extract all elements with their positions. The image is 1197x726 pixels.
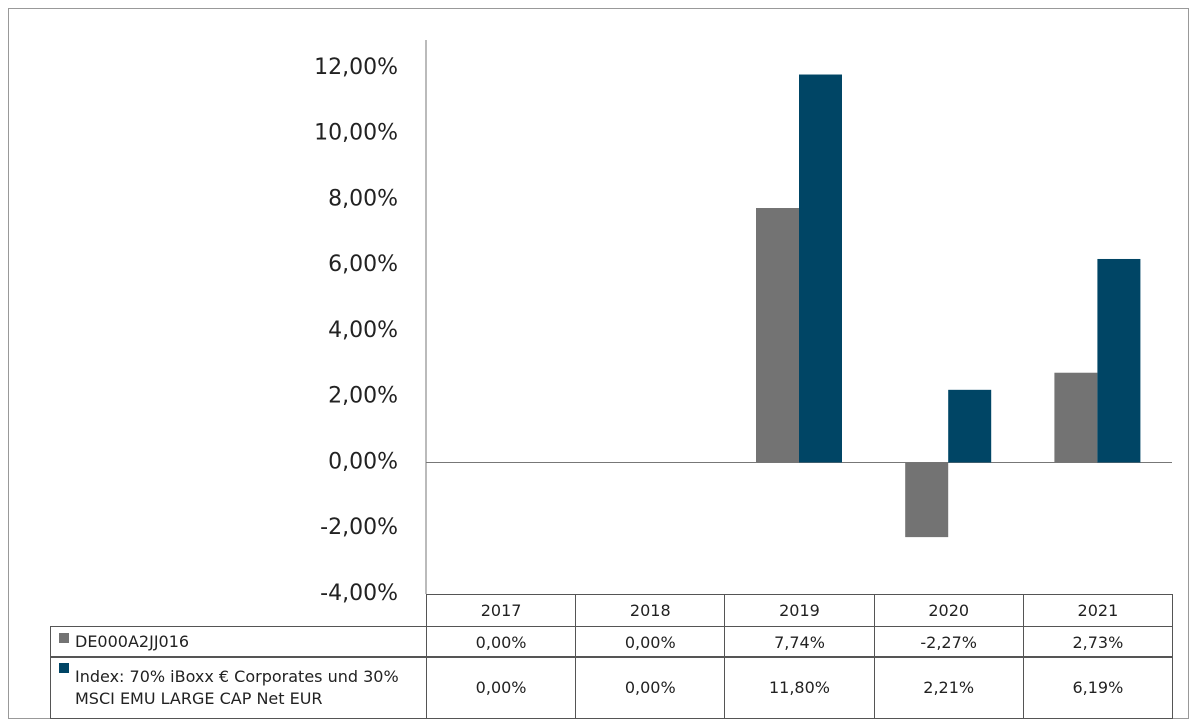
y-tick-label: 4,00% [328, 318, 398, 343]
y-tick-label: 0,00% [328, 449, 398, 474]
category-cell: 2021 [1022, 594, 1173, 627]
value-cell: 0,00% [575, 626, 726, 658]
category-cell: 2020 [873, 594, 1024, 627]
bar [799, 74, 842, 463]
y-tick-label: 10,00% [314, 121, 398, 146]
bar [948, 389, 992, 463]
y-tick-label: 8,00% [328, 186, 398, 211]
y-tick-label: 12,00% [314, 55, 398, 80]
legend-swatch [59, 633, 69, 643]
value-cell: 11,80% [724, 656, 875, 719]
legend-cell: Index: 70% iBoxx € Corporates und 30% MS… [50, 656, 427, 719]
value-cell: 6,19% [1022, 656, 1173, 719]
y-tick-label: -2,00% [320, 515, 398, 540]
category-cell: 2017 [426, 594, 577, 627]
bar [756, 208, 799, 463]
legend-cell: DE000A2JJ016 [50, 626, 427, 658]
bar [1097, 258, 1141, 463]
y-tick-label: 2,00% [328, 384, 398, 409]
value-cell: 0,00% [575, 656, 726, 719]
value-cell: -2,27% [873, 626, 1024, 658]
value-cell: 2,21% [873, 656, 1024, 719]
category-cell: 2019 [724, 594, 875, 627]
category-cell: 2018 [575, 594, 726, 627]
legend-label: Index: 70% iBoxx € Corporates und 30% MS… [75, 666, 399, 708]
value-cell: 7,74% [724, 626, 875, 658]
value-cell: 0,00% [426, 656, 577, 719]
value-cell: 2,73% [1022, 626, 1173, 658]
legend-label: DE000A2JJ016 [75, 632, 190, 651]
bar [905, 462, 949, 538]
bar [1054, 372, 1098, 463]
y-tick-label: -4,00% [320, 581, 398, 606]
legend-swatch [59, 663, 69, 673]
value-cell: 0,00% [426, 626, 577, 658]
y-tick-label: 6,00% [328, 252, 398, 277]
